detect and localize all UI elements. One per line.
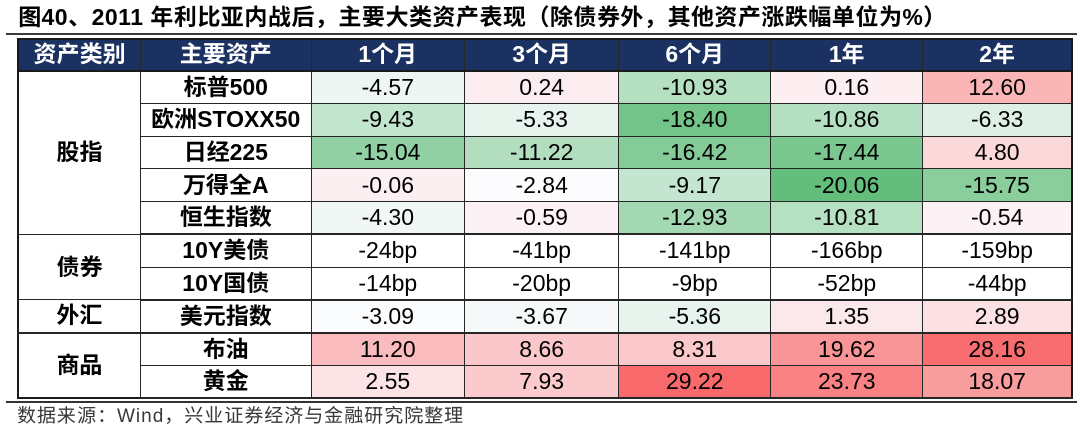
- value-cell-日经225-2年: 4.80: [922, 135, 1073, 170]
- category-cell-股指: 股指: [17, 70, 141, 235]
- source-divider-line: [6, 400, 1077, 403]
- column-header-4: 6个月: [618, 38, 772, 72]
- value-cell-黄金-2年: 18.07: [922, 364, 1073, 399]
- value-cell-标普500-6个月: -10.93: [618, 70, 772, 104]
- table-row-10Y国债: 10Y国债 -14bp -20bp -9bp -52bp -44bp: [18, 266, 1073, 301]
- table-body: 股指 标普500 -4.57 0.24 -10.93 0.16 12.60 欧洲STOXX50…: [17, 70, 1073, 399]
- value-cell-布油-2年: 28.16: [922, 332, 1073, 366]
- category-cell-外汇: 外汇: [17, 299, 141, 334]
- value-cell-标普500-2年: 12.60: [922, 70, 1073, 104]
- asset-cell-黄金: 黄金: [140, 364, 312, 399]
- value-cell-万得全A-3个月: -2.84: [464, 168, 620, 202]
- value-cell-美元指数-2年: 2.89: [922, 299, 1073, 334]
- value-cell-10Y国债-6个月: -9bp: [618, 266, 772, 301]
- column-header-5: 1年: [770, 38, 924, 72]
- value-cell-布油-1个月: 11.20: [310, 332, 466, 366]
- table-row-日经225: 日经225 -15.04 -11.22 -16.42 -17.44 4.80: [18, 135, 1073, 170]
- value-cell-欧洲STOXX50-2年: -6.33: [922, 102, 1073, 137]
- value-cell-恒生指数-2年: -0.54: [922, 201, 1073, 236]
- value-cell-10Y国债-1年: -52bp: [770, 266, 924, 301]
- value-cell-10Y美债-1个月: -24bp: [310, 233, 466, 268]
- column-header-3: 3个月: [464, 38, 620, 72]
- value-cell-日经225-1年: -17.44: [770, 135, 924, 170]
- value-cell-10Y美债-2年: -159bp: [922, 233, 1073, 268]
- table-row-10Y美债: 债券 10Y美债 -24bp -41bp -141bp -166bp -159bp: [17, 233, 1073, 301]
- value-cell-恒生指数-3个月: -0.59: [464, 201, 620, 236]
- table-row-万得全A: 万得全A -0.06 -2.84 -9.17 -20.06 -15.75: [18, 168, 1073, 202]
- column-header-2: 1个月: [310, 38, 466, 72]
- asset-cell-布油: 布油: [140, 332, 312, 366]
- value-cell-标普500-1年: 0.16: [770, 70, 924, 104]
- table-row-布油: 商品 布油 11.20 8.66 8.31 19.62 28.16: [17, 332, 1073, 399]
- table-row-标普500: 股指 标普500 -4.57 0.24 -10.93 0.16 12.60: [17, 70, 1073, 235]
- value-cell-美元指数-1年: 1.35: [770, 299, 924, 334]
- asset-performance-table: 资产类别 主要资产 1个月 3个月 6个月 1年 2年 股指 标普500 -4.57 0.24 -1…: [17, 38, 1074, 399]
- value-cell-日经225-1个月: -15.04: [310, 135, 466, 170]
- value-cell-10Y美债-3个月: -41bp: [464, 233, 620, 268]
- table-row-恒生指数: 恒生指数 -4.30 -0.59 -12.93 -10.81 -0.54: [18, 201, 1073, 236]
- value-cell-黄金-1年: 23.73: [770, 364, 924, 399]
- table-row-欧洲STOXX50: 欧洲STOXX50 -9.43 -5.33 -18.40 -10.86 -6.33: [18, 102, 1073, 137]
- value-cell-美元指数-6个月: -5.36: [618, 299, 772, 334]
- value-cell-日经225-6个月: -16.42: [618, 135, 772, 170]
- category-cell-商品: 商品: [17, 332, 141, 399]
- value-cell-万得全A-6个月: -9.17: [618, 168, 772, 202]
- column-header-0: 资产类别: [17, 38, 141, 72]
- value-cell-美元指数-3个月: -3.67: [464, 299, 620, 334]
- value-cell-万得全A-1个月: -0.06: [310, 168, 466, 202]
- value-cell-恒生指数-6个月: -12.93: [618, 201, 772, 236]
- value-cell-欧洲STOXX50-6个月: -18.40: [618, 102, 772, 137]
- asset-cell-10Y美债: 10Y美债: [140, 233, 312, 268]
- value-cell-标普500-3个月: 0.24: [464, 70, 620, 104]
- value-cell-欧洲STOXX50-1个月: -9.43: [310, 102, 466, 137]
- table-header: 资产类别 主要资产 1个月 3个月 6个月 1年 2年: [17, 38, 1073, 72]
- table-row-黄金: 黄金 2.55 7.93 29.22 23.73 18.07: [18, 364, 1073, 399]
- value-cell-恒生指数-1个月: -4.30: [310, 201, 466, 236]
- column-header-1: 主要资产: [140, 38, 312, 72]
- asset-cell-标普500: 标普500: [140, 70, 312, 104]
- value-cell-布油-6个月: 8.31: [618, 332, 772, 366]
- value-cell-10Y国债-3个月: -20bp: [464, 266, 620, 301]
- title-divider-line: [6, 33, 1077, 35]
- value-cell-10Y美债-1年: -166bp: [770, 233, 924, 268]
- category-cell-债券: 债券: [17, 233, 141, 301]
- value-cell-标普500-1个月: -4.57: [310, 70, 466, 104]
- asset-cell-万得全A: 万得全A: [140, 168, 312, 202]
- asset-cell-日经225: 日经225: [140, 135, 312, 170]
- value-cell-10Y国债-2年: -44bp: [922, 266, 1073, 301]
- asset-cell-欧洲STOXX50: 欧洲STOXX50: [140, 102, 312, 137]
- asset-cell-恒生指数: 恒生指数: [140, 201, 312, 236]
- value-cell-黄金-1个月: 2.55: [310, 364, 466, 399]
- value-cell-10Y国债-1个月: -14bp: [310, 266, 466, 301]
- value-cell-恒生指数-1年: -10.81: [770, 201, 924, 236]
- asset-cell-10Y国债: 10Y国债: [140, 266, 312, 301]
- column-header-6: 2年: [922, 38, 1073, 72]
- value-cell-欧洲STOXX50-1年: -10.86: [770, 102, 924, 137]
- table-header-row: 资产类别 主要资产 1个月 3个月 6个月 1年 2年: [17, 38, 1073, 72]
- value-cell-美元指数-1个月: -3.09: [310, 299, 466, 334]
- value-cell-布油-1年: 19.62: [770, 332, 924, 366]
- value-cell-黄金-3个月: 7.93: [464, 364, 620, 399]
- value-cell-日经225-3个月: -11.22: [464, 135, 620, 170]
- value-cell-黄金-6个月: 29.22: [618, 364, 772, 399]
- source-note: 数据来源：Wind，兴业证券经济与金融研究院整理: [17, 406, 465, 427]
- value-cell-欧洲STOXX50-3个月: -5.33: [464, 102, 620, 137]
- value-cell-万得全A-2年: -15.75: [922, 168, 1073, 202]
- asset-cell-美元指数: 美元指数: [140, 299, 312, 334]
- table-row-美元指数: 外汇 美元指数 -3.09 -3.67 -5.36 1.35 2.89: [17, 299, 1073, 334]
- value-cell-10Y美债-6个月: -141bp: [618, 233, 772, 268]
- value-cell-布油-3个月: 8.66: [464, 332, 620, 366]
- value-cell-万得全A-1年: -20.06: [770, 168, 924, 202]
- figure-title: 图40、2011 年利比亚内战后，主要大类资产表现（除债券外，其他资产涨跌幅单位…: [18, 4, 947, 30]
